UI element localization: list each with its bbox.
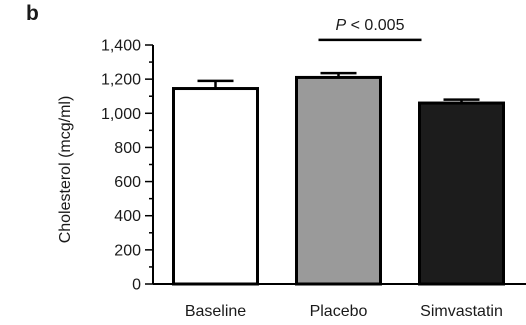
y-axis-title: Cholesterol (mcg/ml) (57, 96, 74, 244)
significance-p-symbol: P (336, 17, 347, 34)
y-tick-label: 800 (114, 140, 141, 157)
significance-label: P < 0.005 (336, 17, 405, 34)
y-tick-label: 400 (114, 208, 141, 225)
bar-placebo (295, 75, 382, 286)
y-tick-label: 1,000 (101, 106, 141, 123)
y-tick-label: 1,200 (101, 72, 141, 89)
x-tick-label: Placebo (310, 303, 368, 320)
y-tick-label: 0 (132, 277, 141, 294)
significance-threshold: < 0.005 (346, 17, 404, 34)
x-tick-label: Baseline (185, 303, 246, 320)
x-tick-label: Simvastatin (420, 303, 503, 320)
y-tick-label: 1,400 (101, 38, 141, 55)
panel-label: b (26, 2, 39, 25)
y-tick-label: 600 (114, 174, 141, 191)
y-tick-label: 200 (114, 242, 141, 259)
bar-baseline (172, 87, 259, 286)
bar-simvastatin (418, 101, 505, 286)
